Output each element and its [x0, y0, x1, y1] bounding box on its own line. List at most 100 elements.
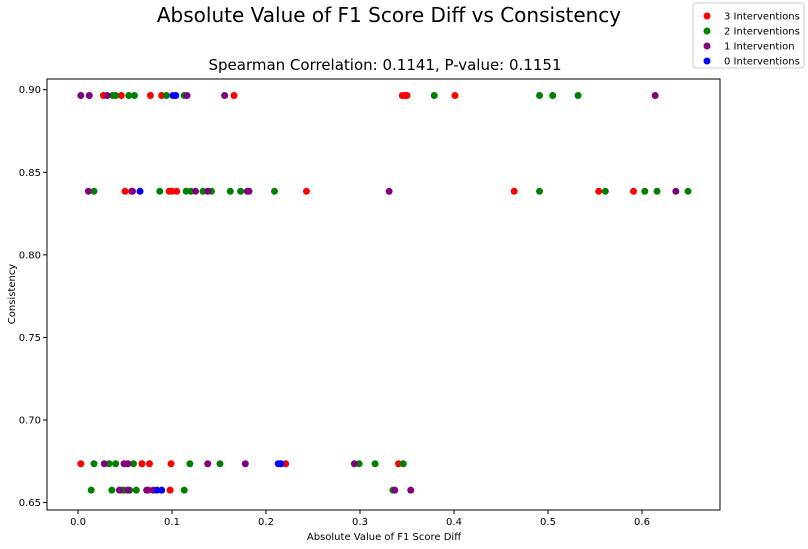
data-point [451, 92, 459, 100]
data-point [108, 486, 116, 494]
data-point [536, 187, 544, 195]
data-point [77, 460, 85, 468]
x-tick-label: 0.5 [540, 517, 556, 528]
data-point [143, 486, 151, 494]
data-point [84, 187, 92, 195]
data-point [156, 187, 164, 195]
series-0 [77, 92, 638, 494]
y-tick-label: 0.65 [19, 498, 41, 509]
data-point [90, 187, 98, 195]
data-point [399, 460, 407, 468]
data-point [146, 92, 154, 100]
y-tick-label: 0.85 [19, 168, 41, 179]
data-point [350, 460, 358, 468]
x-tick-label: 0.4 [446, 517, 462, 528]
data-point [172, 92, 180, 100]
series-2 [77, 92, 680, 494]
data-point [510, 187, 518, 195]
data-point [87, 486, 95, 494]
plot-points [77, 92, 692, 494]
data-point [130, 92, 138, 100]
data-point [162, 92, 170, 100]
data-point [226, 187, 234, 195]
data-point [186, 460, 194, 468]
data-point [167, 460, 175, 468]
data-point [221, 92, 229, 100]
data-point [653, 187, 661, 195]
data-point [204, 187, 212, 195]
data-point [277, 460, 285, 468]
data-point [651, 92, 659, 100]
x-tick-label: 0.2 [258, 517, 274, 528]
x-axis-label: Absolute Value of F1 Score Diff [307, 532, 462, 543]
data-point [103, 92, 111, 100]
chart-title: Absolute Value of F1 Score Diff vs Consi… [157, 3, 621, 27]
data-point [595, 187, 603, 195]
x-tick-label: 0.0 [70, 517, 86, 528]
data-point [121, 187, 129, 195]
legend-label: 0 Interventions [724, 57, 800, 68]
data-point [124, 460, 132, 468]
data-point [391, 486, 399, 494]
data-point [536, 92, 544, 100]
data-point [192, 187, 200, 195]
data-point [77, 92, 85, 100]
data-point [684, 187, 692, 195]
legend-marker [703, 27, 711, 35]
data-point [129, 187, 137, 195]
data-point [117, 92, 125, 100]
data-point [216, 460, 224, 468]
data-point [145, 460, 153, 468]
y-axis-label: Consistency [7, 264, 18, 325]
y-axis: 0.65 0.70 0.75 0.80 0.85 0.90 [19, 85, 47, 509]
data-point [371, 460, 379, 468]
data-point [115, 486, 123, 494]
data-point [574, 92, 582, 100]
data-point [672, 187, 680, 195]
series-3 [136, 92, 285, 494]
legend-label: 3 Interventions [724, 12, 800, 23]
x-axis: 0.0 0.1 0.2 0.3 0.4 0.5 0.6 [70, 510, 650, 528]
data-point [430, 92, 438, 100]
data-point [125, 92, 133, 100]
data-point [237, 187, 245, 195]
legend-label: 1 Intervention [724, 42, 795, 53]
legend-marker [703, 12, 711, 20]
data-point [204, 460, 212, 468]
data-point [112, 460, 120, 468]
data-point [601, 187, 609, 195]
legend: 3 Interventions 2 Interventions 1 Interven… [692, 2, 805, 69]
data-point [180, 486, 188, 494]
y-tick-label: 0.70 [19, 416, 41, 427]
data-point [173, 187, 181, 195]
data-point [112, 92, 120, 100]
legend-frame [692, 2, 805, 69]
data-point [245, 187, 253, 195]
data-point [403, 92, 411, 100]
series-1 [87, 92, 692, 494]
y-tick-label: 0.90 [19, 85, 41, 96]
data-point [85, 92, 93, 100]
data-point [230, 92, 238, 100]
data-point [630, 187, 638, 195]
data-point [90, 460, 98, 468]
data-point [100, 460, 108, 468]
x-tick-label: 0.6 [634, 517, 650, 528]
data-point [129, 460, 137, 468]
y-tick-label: 0.80 [19, 250, 41, 261]
data-point [124, 486, 132, 494]
data-point [302, 187, 310, 195]
legend-label: 2 Interventions [724, 27, 800, 38]
data-point [385, 187, 393, 195]
data-point [138, 460, 146, 468]
data-point [549, 92, 557, 100]
data-point [183, 92, 191, 100]
chart-subtitle: Spearman Correlation: 0.1141, P-value: 0… [208, 56, 561, 74]
y-tick-label: 0.75 [19, 333, 41, 344]
x-tick-label: 0.3 [352, 517, 368, 528]
data-point [407, 486, 415, 494]
data-point [241, 460, 249, 468]
data-point [166, 486, 174, 494]
plot-area-frame [46, 78, 721, 511]
